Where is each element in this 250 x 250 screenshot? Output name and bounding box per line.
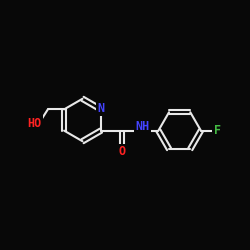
Text: NH: NH	[135, 120, 149, 132]
Text: N: N	[97, 102, 104, 114]
Text: HO: HO	[28, 116, 42, 130]
Text: O: O	[118, 146, 126, 158]
Text: F: F	[214, 124, 221, 137]
